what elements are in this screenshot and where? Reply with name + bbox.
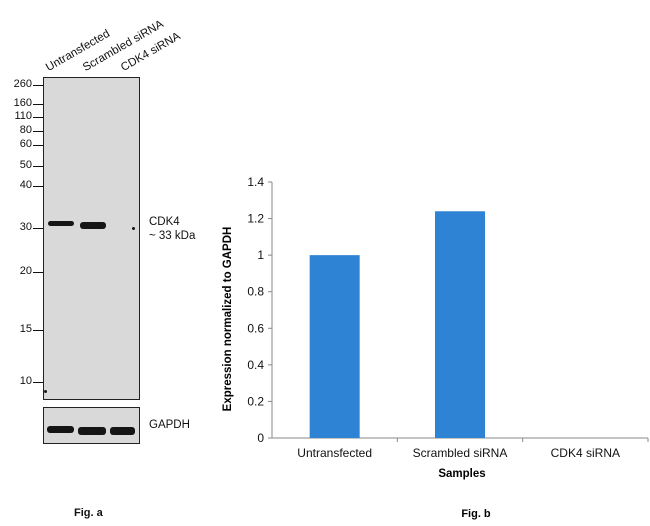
mw-marker-160: 160 <box>13 97 32 109</box>
band-cdk4-sirna <box>132 227 135 230</box>
gapdh-band-untransfected <box>47 426 74 433</box>
mw-tick <box>33 272 43 273</box>
mw-marker-30: 30 <box>19 221 32 233</box>
bar-untransfected <box>309 255 360 438</box>
blot-speck <box>44 390 47 393</box>
mw-tick <box>33 117 43 118</box>
y-tick-label: 1 <box>257 248 264 262</box>
mw-tick <box>33 186 43 187</box>
y-tick-label: 0.2 <box>247 394 264 408</box>
y-tick-label: 1.4 <box>247 175 264 189</box>
mw-marker-10: 10 <box>19 375 32 387</box>
x-tick-label: CDK4 siRNA <box>551 446 620 460</box>
mw-marker-110: 110 <box>14 110 32 122</box>
target-label: CDK4 <box>149 216 180 228</box>
x-tick-label: Scrambled siRNA <box>413 446 508 460</box>
y-tick-label: 0.8 <box>247 285 264 299</box>
figure-label-b: Fig. b <box>461 508 491 520</box>
y-tick-label: 1.2 <box>247 212 264 226</box>
mw-tick <box>33 166 43 167</box>
y-tick-label: 0 <box>257 431 264 445</box>
blot-panel-cdk4 <box>43 77 140 400</box>
band-untransfected <box>48 221 74 226</box>
mw-tick <box>33 382 43 383</box>
x-axis-title: Samples <box>438 468 485 480</box>
loading-control-label: GAPDH <box>149 419 190 431</box>
band-scrambled-sirna <box>80 222 106 229</box>
mw-marker-60: 60 <box>19 138 32 150</box>
mw-marker-260: 260 <box>13 78 32 90</box>
mw-tick <box>33 228 43 229</box>
gapdh-band-scrambled-sirna <box>78 427 106 435</box>
y-tick-label: 0.6 <box>247 321 264 335</box>
figure-label-a: Fig. a <box>74 507 103 519</box>
mw-tick <box>33 104 43 105</box>
y-axis-title: Expression normalized to GAPDH <box>222 227 234 412</box>
mw-tick <box>33 85 43 86</box>
mw-tick <box>33 131 43 132</box>
gapdh-band-cdk4-sirna <box>110 427 135 435</box>
mw-marker-40: 40 <box>19 179 32 191</box>
mw-tick <box>33 330 43 331</box>
mw-marker-20: 20 <box>19 265 32 277</box>
blot-panel-gapdh <box>43 407 140 444</box>
mw-marker-80: 80 <box>19 124 32 136</box>
bar-scrambled-sirna <box>435 211 485 438</box>
target-size-label: ~ 33 kDa <box>149 230 196 242</box>
mw-marker-15: 15 <box>19 323 32 335</box>
y-tick-label: 0.4 <box>247 358 264 372</box>
mw-tick <box>33 145 43 146</box>
x-tick-label: Untransfected <box>297 446 372 460</box>
mw-marker-50: 50 <box>19 159 32 171</box>
